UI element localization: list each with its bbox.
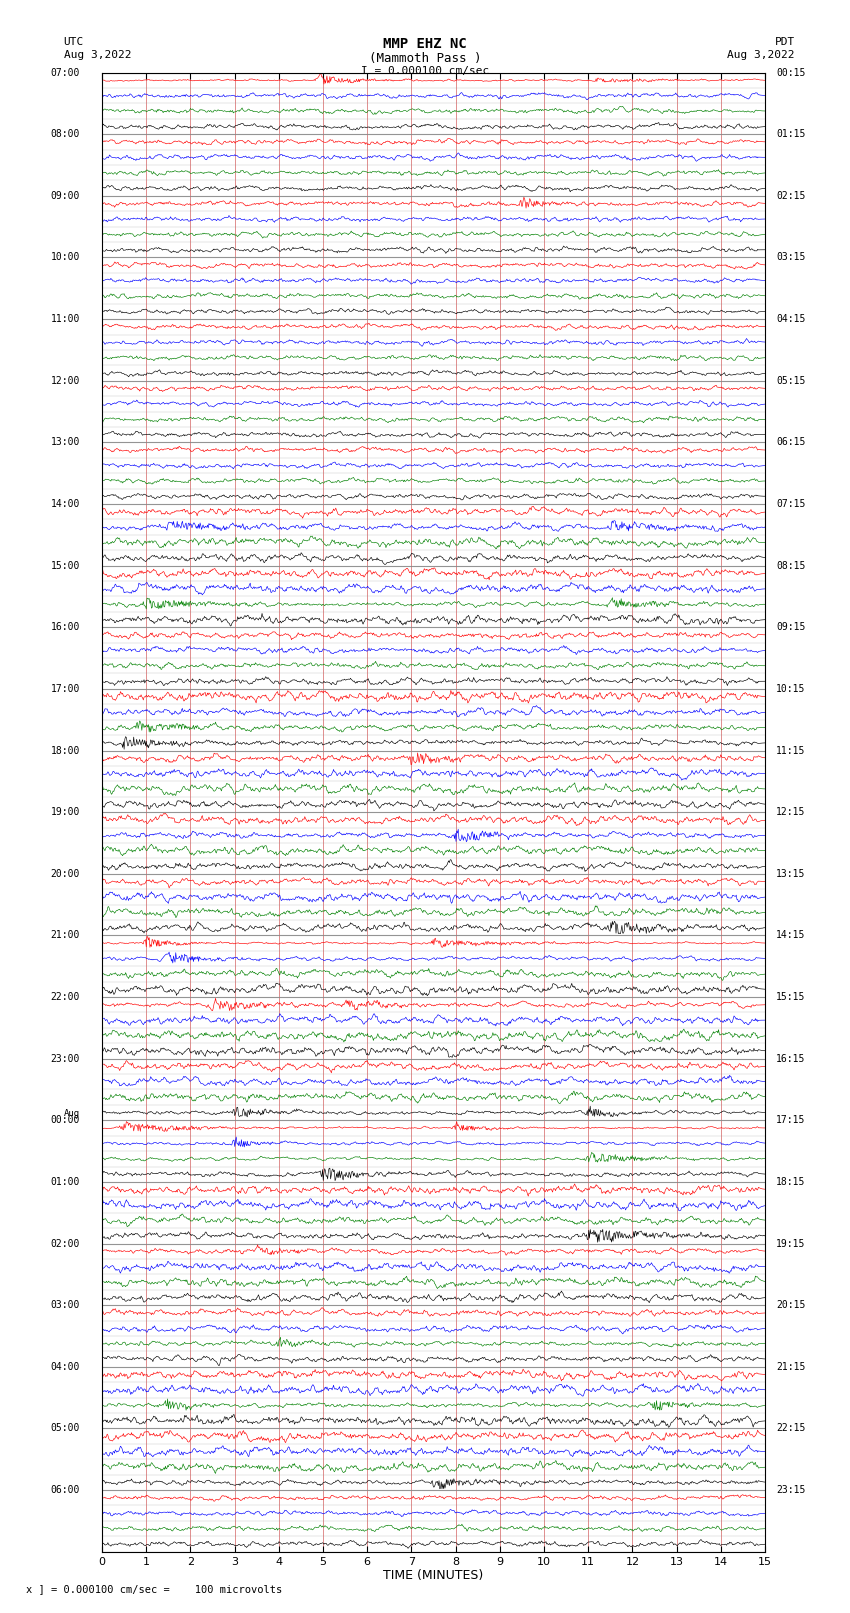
Text: 19:15: 19:15 <box>776 1239 806 1248</box>
Text: (Mammoth Pass ): (Mammoth Pass ) <box>369 52 481 65</box>
Text: 07:15: 07:15 <box>776 498 806 510</box>
Text: 06:15: 06:15 <box>776 437 806 447</box>
Text: 22:00: 22:00 <box>50 992 80 1002</box>
Text: 16:00: 16:00 <box>50 623 80 632</box>
Text: 13:15: 13:15 <box>776 869 806 879</box>
Text: 03:15: 03:15 <box>776 253 806 263</box>
Text: 20:15: 20:15 <box>776 1300 806 1310</box>
Text: 12:00: 12:00 <box>50 376 80 386</box>
Text: 07:00: 07:00 <box>50 68 80 77</box>
Text: 01:15: 01:15 <box>776 129 806 139</box>
Text: 15:15: 15:15 <box>776 992 806 1002</box>
Text: 05:15: 05:15 <box>776 376 806 386</box>
Text: 22:15: 22:15 <box>776 1423 806 1434</box>
Text: 01:00: 01:00 <box>50 1177 80 1187</box>
Text: 14:15: 14:15 <box>776 931 806 940</box>
Text: 23:15: 23:15 <box>776 1486 806 1495</box>
Text: Aug 3,2022: Aug 3,2022 <box>728 50 795 60</box>
Text: UTC: UTC <box>64 37 84 47</box>
Text: 13:00: 13:00 <box>50 437 80 447</box>
Text: 09:15: 09:15 <box>776 623 806 632</box>
Text: 14:00: 14:00 <box>50 498 80 510</box>
Text: PDT: PDT <box>774 37 795 47</box>
Text: 21:15: 21:15 <box>776 1361 806 1371</box>
Text: 23:00: 23:00 <box>50 1053 80 1063</box>
Text: 19:00: 19:00 <box>50 806 80 818</box>
Text: 05:00: 05:00 <box>50 1423 80 1434</box>
Text: 21:00: 21:00 <box>50 931 80 940</box>
Text: x ] = 0.000100 cm/sec =    100 microvolts: x ] = 0.000100 cm/sec = 100 microvolts <box>26 1584 281 1594</box>
Text: 04:15: 04:15 <box>776 315 806 324</box>
Text: 10:00: 10:00 <box>50 253 80 263</box>
Text: 17:00: 17:00 <box>50 684 80 694</box>
Text: 18:00: 18:00 <box>50 745 80 755</box>
Text: 06:00: 06:00 <box>50 1486 80 1495</box>
Text: Aug 3,2022: Aug 3,2022 <box>64 50 131 60</box>
X-axis label: TIME (MINUTES): TIME (MINUTES) <box>383 1569 484 1582</box>
Text: 16:15: 16:15 <box>776 1053 806 1063</box>
Text: 11:15: 11:15 <box>776 745 806 755</box>
Text: 09:00: 09:00 <box>50 190 80 202</box>
Text: 11:00: 11:00 <box>50 315 80 324</box>
Text: 08:15: 08:15 <box>776 561 806 571</box>
Text: 03:00: 03:00 <box>50 1300 80 1310</box>
Text: I = 0.000100 cm/sec: I = 0.000100 cm/sec <box>361 66 489 76</box>
Text: 02:00: 02:00 <box>50 1239 80 1248</box>
Text: 12:15: 12:15 <box>776 806 806 818</box>
Text: 00:00: 00:00 <box>50 1115 80 1126</box>
Text: 04:00: 04:00 <box>50 1361 80 1371</box>
Text: 10:15: 10:15 <box>776 684 806 694</box>
Text: 02:15: 02:15 <box>776 190 806 202</box>
Text: 18:15: 18:15 <box>776 1177 806 1187</box>
Text: 08:00: 08:00 <box>50 129 80 139</box>
Text: 20:00: 20:00 <box>50 869 80 879</box>
Text: 15:00: 15:00 <box>50 561 80 571</box>
Text: 17:15: 17:15 <box>776 1115 806 1126</box>
Text: MMP EHZ NC: MMP EHZ NC <box>383 37 467 52</box>
Text: Aug: Aug <box>64 1110 80 1118</box>
Text: 00:15: 00:15 <box>776 68 806 77</box>
